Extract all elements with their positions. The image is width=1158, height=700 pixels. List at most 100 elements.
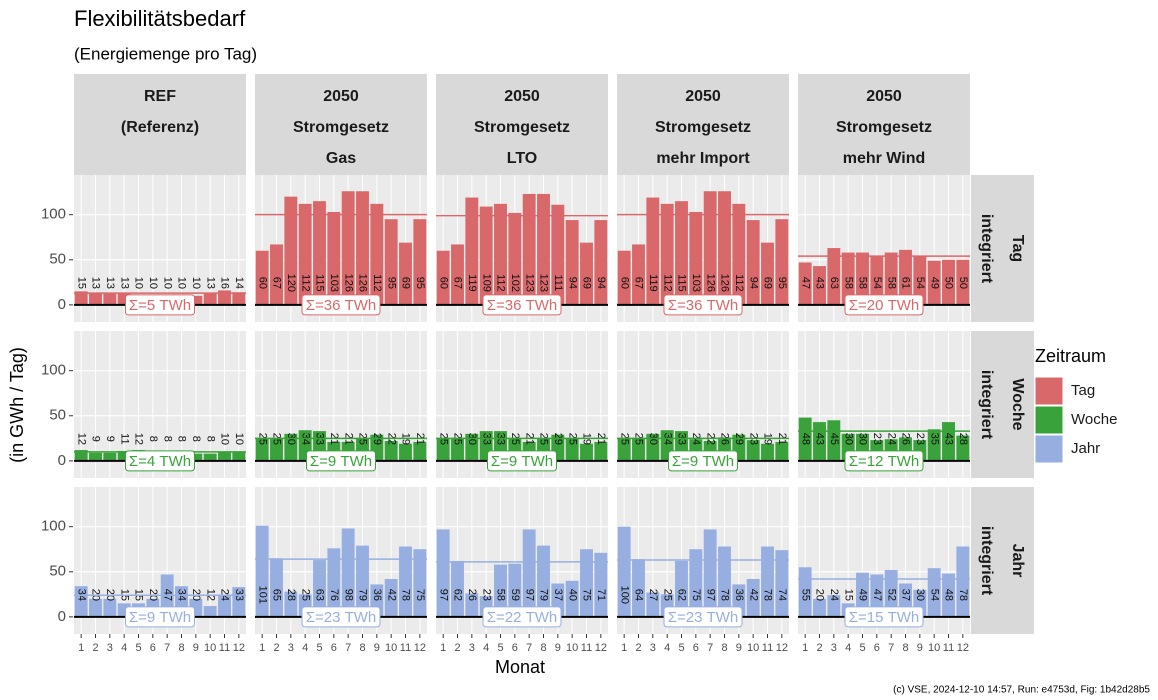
- value-label: 36: [733, 589, 745, 601]
- value-label: 20: [814, 589, 826, 601]
- bar: [218, 290, 231, 305]
- value-label: 36: [371, 589, 383, 601]
- bar: [189, 453, 203, 461]
- value-label: 54: [871, 277, 883, 289]
- x-tick-label: 7: [888, 642, 894, 654]
- bar: [284, 196, 298, 305]
- x-tick-label: 4: [121, 642, 127, 654]
- y-tick-label: 50: [49, 407, 66, 424]
- x-tick-label: 6: [693, 642, 699, 654]
- bar: [703, 191, 717, 305]
- value-label: 94: [595, 277, 607, 289]
- legend-label: Woche: [1071, 411, 1117, 428]
- bar: [218, 595, 231, 617]
- bar: [399, 443, 412, 461]
- legend-key: [1034, 405, 1064, 435]
- sum-label-box: [125, 450, 195, 472]
- value-label: 103: [328, 274, 340, 292]
- value-label: 97: [704, 589, 716, 601]
- bar: [565, 220, 579, 305]
- value-label: 48: [799, 433, 811, 445]
- value-label: 75: [581, 589, 593, 601]
- x-tick-label: 2: [816, 642, 822, 654]
- x-tick-label: 9: [374, 642, 380, 654]
- bar: [522, 193, 536, 305]
- value-label: 69: [400, 277, 412, 289]
- value-label: 59: [509, 589, 521, 601]
- bar: [813, 266, 826, 305]
- value-label: 45: [828, 433, 840, 445]
- value-label: 8: [176, 436, 188, 442]
- value-label: 8: [147, 436, 159, 442]
- bar: [399, 242, 412, 305]
- bar: [537, 193, 550, 305]
- chart-title: Flexibilitätsbedarf: [74, 6, 246, 31]
- value-label: 102: [509, 274, 521, 292]
- bar: [942, 259, 955, 305]
- value-label: 25: [661, 589, 673, 601]
- column-strip-label: 2050: [504, 88, 540, 105]
- bar: [956, 546, 970, 617]
- sum-label: Σ=9 TWh: [491, 453, 553, 470]
- value-label: 55: [799, 589, 811, 601]
- row-strip: [971, 331, 1034, 478]
- value-label: 101: [256, 586, 268, 604]
- bar: [451, 438, 464, 461]
- column-strip: [74, 74, 246, 175]
- value-label: 95: [776, 277, 788, 289]
- value-label: 24: [885, 433, 897, 445]
- x-tick-label: 1: [78, 642, 84, 654]
- value-label: 61: [900, 277, 912, 289]
- bar: [413, 441, 427, 461]
- sum-label: Σ=36 TWh: [668, 297, 739, 314]
- value-label: 71: [595, 589, 607, 601]
- bar: [384, 441, 398, 461]
- x-tick-label: 12: [414, 642, 426, 654]
- x-tick-label: 10: [204, 642, 216, 654]
- value-label: 62: [452, 589, 464, 601]
- value-label: 79: [357, 589, 369, 601]
- x-tick-label: 5: [859, 642, 865, 654]
- chart-subtitle: (Energiemenge pro Tag): [74, 44, 257, 63]
- value-label: 60: [618, 277, 630, 289]
- bar: [103, 598, 117, 617]
- bar: [384, 578, 398, 617]
- x-tick-label: 11: [219, 642, 230, 654]
- sum-label: Σ=23 TWh: [668, 609, 739, 626]
- bar: [117, 450, 131, 461]
- row-strip: [971, 175, 1034, 322]
- value-label: 12: [133, 433, 145, 445]
- bar: [74, 291, 88, 305]
- bar: [218, 451, 231, 461]
- bar: [580, 443, 593, 461]
- sum-label-box: [844, 606, 924, 628]
- bar: [451, 560, 464, 617]
- x-tick-label: 5: [135, 642, 141, 654]
- bar: [884, 252, 898, 305]
- x-tick-label: 8: [359, 642, 365, 654]
- bar: [89, 293, 102, 305]
- value-label: 94: [566, 277, 578, 289]
- y-tick-label: 100: [41, 518, 66, 535]
- value-label: 30: [914, 589, 926, 601]
- sum-label: Σ=12 TWh: [849, 453, 920, 470]
- bar: [341, 528, 355, 617]
- y-axis-title: (in GWh / Tag): [7, 347, 27, 463]
- value-label: 97: [523, 589, 535, 601]
- bar: [117, 293, 131, 305]
- value-label: 60: [256, 277, 268, 289]
- bar: [856, 252, 869, 305]
- bar: [255, 438, 269, 461]
- bar: [465, 197, 479, 305]
- x-tick-label: 7: [707, 642, 713, 654]
- bar: [436, 250, 450, 305]
- bar: [565, 438, 579, 461]
- legend-key: [1034, 376, 1064, 406]
- value-label: 123: [538, 274, 550, 292]
- bar: [732, 203, 746, 305]
- x-tick-label: 3: [650, 642, 656, 654]
- column-strip-label: mehr Wind: [843, 150, 926, 167]
- value-label: 126: [719, 274, 731, 292]
- column-strip: [798, 74, 970, 175]
- value-label: 35: [928, 433, 940, 445]
